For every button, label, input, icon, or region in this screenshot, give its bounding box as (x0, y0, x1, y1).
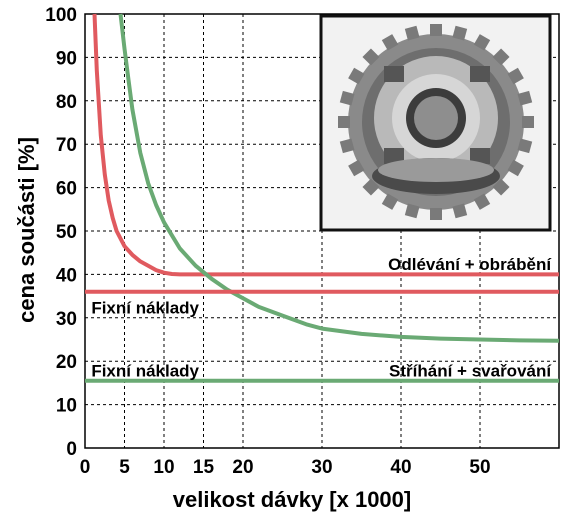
y-tick-label: 50 (56, 222, 77, 243)
annotation-label: Stříhání + svařování (389, 361, 552, 380)
x-tick-label: 0 (80, 457, 91, 478)
y-tick-label: 40 (56, 265, 77, 286)
annotation-label: Fixní náklady (91, 298, 199, 317)
annotations: Odlévání + obrábění Fixní náklady Fixní ná… (91, 255, 552, 380)
x-axis-label: velikost dávky [x 1000] (173, 487, 411, 512)
x-tick-label: 30 (311, 457, 332, 478)
x-tick-label: 20 (232, 457, 253, 478)
sprocket-photo (319, 14, 552, 232)
x-tick-label: 15 (193, 457, 215, 478)
y-tick-label: 70 (56, 135, 77, 156)
tick-labels: 0 10 20 30 40 50 60 70 80 90 100 0 5 10 15 20 30 40 50 (45, 5, 490, 478)
y-tick-label: 60 (56, 179, 77, 200)
x-tick-label: 5 (119, 457, 130, 478)
y-tick-label: 30 (56, 309, 77, 330)
y-tick-label: 90 (56, 48, 77, 69)
annotation-label: Fixní náklady (91, 361, 199, 380)
y-tick-label: 100 (45, 5, 77, 26)
plot-frame (84, 13, 560, 449)
y-tick-label: 80 (56, 92, 77, 113)
y-tick-label: 20 (56, 352, 77, 373)
y-tick-label: 10 (56, 396, 77, 417)
series-line-red (92, 13, 559, 277)
series-line-green (118, 13, 560, 343)
series-layer (85, 13, 560, 383)
x-tick-label: 10 (153, 457, 174, 478)
x-tick-label: 50 (469, 457, 490, 478)
annotation-label: Odlévání + obrábění (388, 255, 552, 274)
y-axis-label: cena součásti [%] (14, 137, 39, 323)
y-tick-label: 0 (66, 439, 77, 460)
gear-icon (338, 24, 534, 220)
x-tick-label: 40 (390, 457, 411, 478)
